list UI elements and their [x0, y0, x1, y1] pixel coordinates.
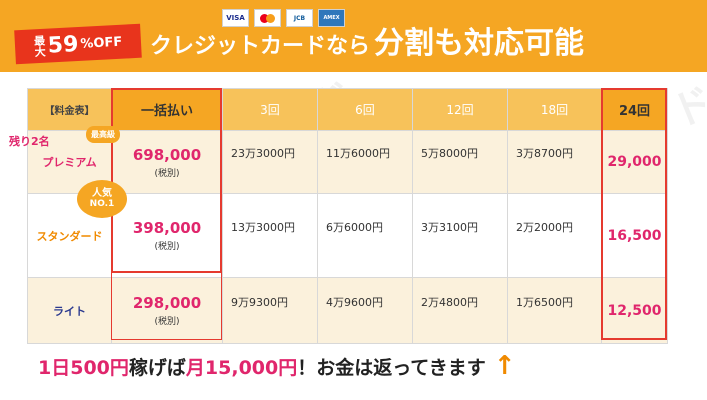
installment-cell: 23万3000円 [222, 130, 318, 194]
discount-badge: 最大 59 %OFF [14, 23, 142, 65]
price-amount: 298,000 [132, 294, 202, 312]
amex-logo: AMEX [318, 9, 345, 27]
up-arrow-icon: ↑ [493, 351, 516, 381]
top-grade-badge: 最高級 [86, 126, 120, 143]
header-6x: 6回 [317, 88, 413, 131]
header-18x: 18回 [507, 88, 602, 131]
footer-tagline: 1日500円 稼げば 月15,000円 ！お金は返ってきます ↑ [38, 351, 516, 381]
discount-value: 59 [47, 31, 80, 59]
mastercard-logo [254, 9, 281, 27]
headline-small: クレジットカードなら [150, 34, 371, 59]
monthly-24x: 29,000 [601, 130, 668, 194]
footer-daily: 1日500円 [38, 357, 129, 379]
monthly-24x: 12,500 [601, 277, 668, 344]
discount-suffix: %OFF [79, 34, 123, 52]
footer-return: ！お金は返ってきます [297, 357, 486, 379]
tax-note: (税別) [154, 242, 180, 252]
header-lump-sum: 一括払い [111, 88, 223, 131]
table-row: ライト 298,000 (税別) 9万9300円 4万9600円 2万4800円… [27, 277, 668, 344]
installment-cell: 1万6500円 [507, 277, 602, 344]
installment-cell: 5万8000円 [412, 130, 508, 194]
tax-note: (税別) [154, 168, 180, 179]
table-row: プレミアム 698,000 (税別) 23万3000円 11万6000円 5万8… [27, 130, 668, 194]
price-cell: 398,000 (税別) [111, 193, 223, 278]
header-3x: 3回 [222, 88, 318, 131]
price-cell: 298,000 (税別) [111, 277, 223, 344]
footer-monthly: 月15,000円 [185, 357, 298, 379]
table-header-row: 【料金表】 一括払い 3回 6回 12回 18回 24回 [27, 88, 668, 131]
banner-headline: クレジットカードなら 分割も対応可能 [150, 18, 584, 62]
installment-cell: 9万9300円 [222, 277, 318, 344]
header-24x: 24回 [601, 88, 668, 131]
tax-note: (税別) [154, 317, 180, 327]
installment-cell: 3万3100円 [412, 193, 508, 278]
monthly-24x: 16,500 [601, 193, 668, 278]
discount-prefix: 最大 [32, 34, 47, 58]
popular-badge-line2: NO.1 [89, 199, 115, 209]
installment-cell: 2万4800円 [412, 277, 508, 344]
price-amount: 698,000 [132, 145, 202, 164]
table-row: スタンダード 398,000 (税別) 13万3000円 6万6000円 3万3… [27, 193, 668, 278]
visa-logo: VISA [222, 9, 249, 27]
plan-light: ライト [27, 277, 112, 344]
installment-cell: 2万2000円 [507, 193, 602, 278]
footer-earn: 稼げば [128, 357, 186, 379]
price-amount: 398,000 [132, 219, 202, 237]
installment-cell: 6万6000円 [317, 193, 413, 278]
popular-badge-line1: 人気 [92, 188, 112, 199]
installment-cell: 13万3000円 [222, 193, 318, 278]
installment-cell: 4万9600円 [317, 277, 413, 344]
installment-cell: 11万6000円 [317, 130, 413, 194]
price-cell: 698,000 (税別) [111, 130, 223, 194]
card-logos: VISA JCB AMEX [222, 9, 345, 27]
jcb-logo: JCB [286, 9, 313, 27]
header-12x: 12回 [412, 88, 508, 131]
headline-big: 分割も対応可能 [374, 26, 585, 61]
popular-badge: 人気 NO.1 [77, 180, 127, 218]
remaining-slots-label: 残り2名 [9, 135, 50, 148]
header-label: 【料金表】 [27, 88, 112, 131]
installment-cell: 3万8700円 [507, 130, 602, 194]
price-table: 【料金表】 一括払い 3回 6回 12回 18回 24回 プレミアム 698,0… [27, 88, 668, 344]
